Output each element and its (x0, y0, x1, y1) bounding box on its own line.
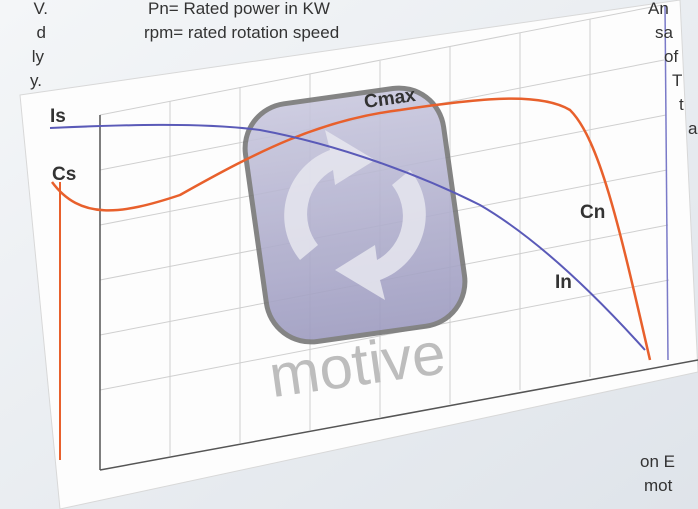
curve-label: Cs (52, 164, 76, 185)
curve-label: Is (50, 106, 66, 127)
left-text: d (37, 23, 46, 42)
current-curve (49, 123, 646, 351)
torque-curve (50, 97, 652, 361)
right-text: T (672, 71, 682, 90)
right-text: t (679, 95, 684, 114)
logo: motive (242, 85, 468, 410)
axes (99, 4, 698, 471)
right-text: An (648, 0, 669, 18)
right-text: sa (655, 23, 674, 42)
right-text: of (664, 47, 678, 66)
top-text: rpm= rated rotation speed (144, 23, 339, 42)
curve-label: In (555, 272, 572, 293)
right-text: a (688, 119, 698, 138)
left-text: ly (32, 47, 45, 66)
curve-label: Cn (580, 202, 605, 223)
bottom-text: on E (640, 452, 675, 471)
left-text: y. (30, 71, 42, 90)
top-text: Pn= Rated power in KW (148, 0, 330, 18)
bottom-text: mot (644, 476, 673, 495)
left-text: V. (33, 0, 48, 18)
